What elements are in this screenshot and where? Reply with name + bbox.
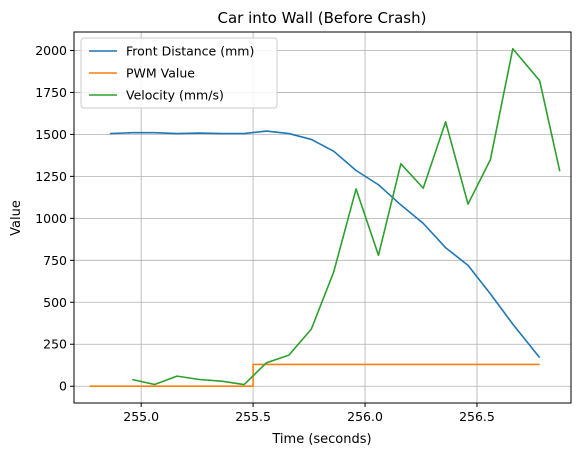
y-tick-label: 250 xyxy=(43,337,67,352)
x-axis-label: Time (seconds) xyxy=(271,432,371,447)
y-tick-label: 1500 xyxy=(35,127,67,142)
y-tick-label: 1000 xyxy=(35,211,67,226)
x-tick-label: 256.5 xyxy=(459,409,495,424)
y-tick-label: 750 xyxy=(43,253,67,268)
y-tick-label: 500 xyxy=(43,295,67,310)
x-tick-label: 255.0 xyxy=(123,409,159,424)
legend-label: Front Distance (mm) xyxy=(126,44,254,59)
series-line-front-distance-mm xyxy=(109,130,541,359)
x-tick-label: 255.5 xyxy=(235,409,271,424)
series-line-velocity-mm-s xyxy=(132,47,561,386)
legend-box xyxy=(80,37,278,109)
plot-frame xyxy=(73,31,572,404)
y-tick-label: 1750 xyxy=(35,85,67,100)
legend-label: Velocity (mm/s) xyxy=(126,88,224,103)
y-tick-label: 1250 xyxy=(35,169,67,184)
y-tick-label: 0 xyxy=(59,379,67,394)
y-tick-label: 2000 xyxy=(35,43,67,58)
legend: Front Distance (mm) PWM Value Velocity (mm… xyxy=(80,37,278,109)
ticks: 255.0 255.5 256.0 256.5 0 250 500 750 1000 1250 15… xyxy=(35,43,495,424)
y-axis-label: Value xyxy=(9,200,24,236)
x-tick-label: 256.0 xyxy=(347,409,383,424)
chart-title: Car into Wall (Before Crash) xyxy=(218,9,427,27)
legend-label: PWM Value xyxy=(126,66,195,81)
series-layer xyxy=(89,47,561,388)
